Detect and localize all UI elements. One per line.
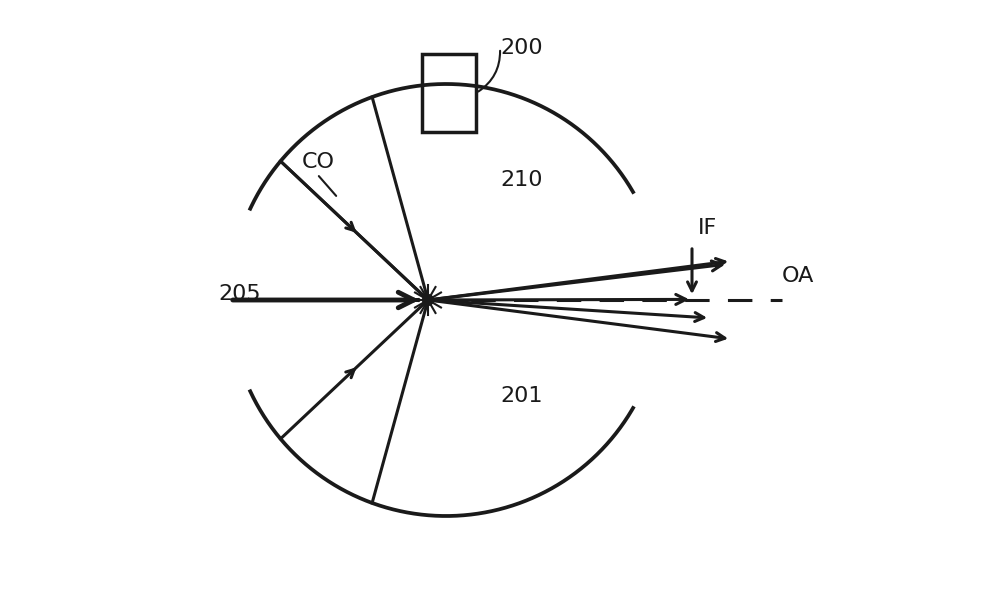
Text: 200: 200 — [500, 38, 543, 58]
Text: 201: 201 — [500, 386, 542, 406]
Text: 210: 210 — [500, 170, 542, 190]
Circle shape — [423, 295, 433, 305]
FancyBboxPatch shape — [422, 54, 476, 132]
Text: IF: IF — [698, 218, 717, 238]
Text: CO: CO — [302, 152, 335, 172]
Text: 205: 205 — [218, 284, 261, 304]
Text: OA: OA — [782, 266, 814, 286]
